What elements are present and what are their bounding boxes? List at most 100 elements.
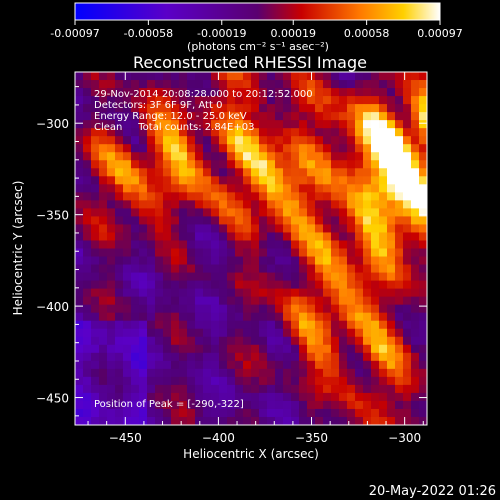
heatmap-cell <box>235 344 244 354</box>
heatmap-cell <box>307 320 316 330</box>
heatmap-cell <box>251 264 260 274</box>
heatmap-cell <box>411 376 420 386</box>
heatmap-cell <box>259 240 268 249</box>
heatmap-cell <box>251 360 260 370</box>
heatmap-cell <box>171 80 180 89</box>
heatmap-cell <box>419 96 427 105</box>
y-tick-label: −400 <box>36 300 69 314</box>
heatmap-cell <box>411 152 420 161</box>
heatmap-cell <box>195 336 204 346</box>
heatmap-cell <box>155 168 164 177</box>
heatmap-cell <box>251 408 260 418</box>
heatmap-cell <box>299 248 308 258</box>
heatmap-cell <box>371 104 380 113</box>
heatmap-cell <box>219 160 228 169</box>
heatmap-cell <box>131 152 140 161</box>
heatmap-cell <box>123 240 132 249</box>
heatmap-cell <box>323 80 332 89</box>
heatmap-cell <box>371 272 380 282</box>
heatmap-cell <box>99 112 108 121</box>
heatmap-cell <box>227 224 236 233</box>
heatmap-cell <box>227 360 236 370</box>
heatmap-cell <box>163 328 172 338</box>
heatmap-cell <box>403 352 412 362</box>
heatmap-cell <box>163 184 172 193</box>
heatmap-cell <box>211 72 220 81</box>
heatmap-cell <box>395 216 404 225</box>
heatmap-cell <box>315 408 324 418</box>
heatmap-cell <box>147 312 156 322</box>
heatmap-cell <box>235 144 244 153</box>
heatmap-cell <box>339 88 348 97</box>
heatmap-cell <box>219 288 228 298</box>
heatmap-cell <box>163 408 172 418</box>
heatmap-cell <box>395 104 404 113</box>
heatmap-cell <box>307 408 316 418</box>
heatmap-cell <box>235 136 244 145</box>
heatmap-cell <box>75 208 84 217</box>
heatmap-cell <box>139 72 148 81</box>
heatmap-cell <box>403 80 412 89</box>
heatmap-cell <box>403 152 412 161</box>
heatmap-cell <box>83 80 92 89</box>
heatmap-cell <box>115 120 124 129</box>
heatmap-cell <box>75 88 84 97</box>
heatmap-cell <box>387 264 396 274</box>
heatmap-cell <box>275 104 284 113</box>
heatmap-cell <box>83 112 92 121</box>
heatmap-cell <box>203 168 212 177</box>
heatmap-cell <box>155 152 164 161</box>
heatmap-cell <box>299 312 308 322</box>
heatmap-cell <box>107 112 116 121</box>
heatmap-cell <box>83 240 92 249</box>
heatmap-cell <box>323 280 332 290</box>
heatmap-cell <box>179 168 188 177</box>
heatmap-cells <box>75 72 427 425</box>
heatmap-cell <box>387 240 396 249</box>
heatmap-cell <box>339 416 348 425</box>
heatmap-cell <box>227 88 236 97</box>
heatmap-cell <box>171 288 180 298</box>
heatmap-cell <box>131 216 140 225</box>
heatmap-cell <box>355 128 364 137</box>
heatmap-cell <box>259 376 268 386</box>
heatmap-cell <box>187 296 196 306</box>
heatmap-cell <box>403 416 412 425</box>
heatmap-cell <box>283 312 292 322</box>
heatmap-cell <box>347 168 356 177</box>
heatmap-cell <box>107 376 116 386</box>
heatmap-cell <box>299 304 308 314</box>
heatmap-cell <box>307 224 316 233</box>
heatmap-cell <box>339 168 348 177</box>
heatmap-cell <box>147 336 156 346</box>
heatmap-cell <box>259 112 268 121</box>
heatmap-cell <box>83 344 92 354</box>
heatmap-cell <box>315 304 324 314</box>
heatmap-cell <box>227 216 236 225</box>
heatmap-cell <box>315 272 324 282</box>
heatmap-cell <box>75 368 84 378</box>
heatmap-cell <box>99 336 108 346</box>
heatmap-cell <box>163 368 172 378</box>
heatmap-cell <box>371 120 380 129</box>
heatmap-cell <box>243 152 252 161</box>
heatmap-cell <box>219 400 228 410</box>
heatmap-cell <box>347 216 356 225</box>
heatmap-cell <box>323 128 332 137</box>
heatmap-cell <box>307 80 316 89</box>
heatmap-cell <box>235 88 244 97</box>
heatmap-cell <box>387 160 396 169</box>
heatmap-cell <box>395 168 404 177</box>
heatmap-cell <box>323 104 332 113</box>
heatmap-cell <box>371 288 380 298</box>
heatmap-cell <box>411 392 420 402</box>
heatmap-cell <box>411 384 420 394</box>
heatmap-cell <box>387 216 396 225</box>
heatmap-cell <box>347 408 356 418</box>
heatmap-cell <box>331 144 340 153</box>
heatmap-cell <box>115 128 124 137</box>
heatmap-cell <box>227 168 236 177</box>
heatmap-cell <box>419 240 427 249</box>
heatmap-cell <box>259 296 268 306</box>
heatmap-cell <box>171 224 180 233</box>
